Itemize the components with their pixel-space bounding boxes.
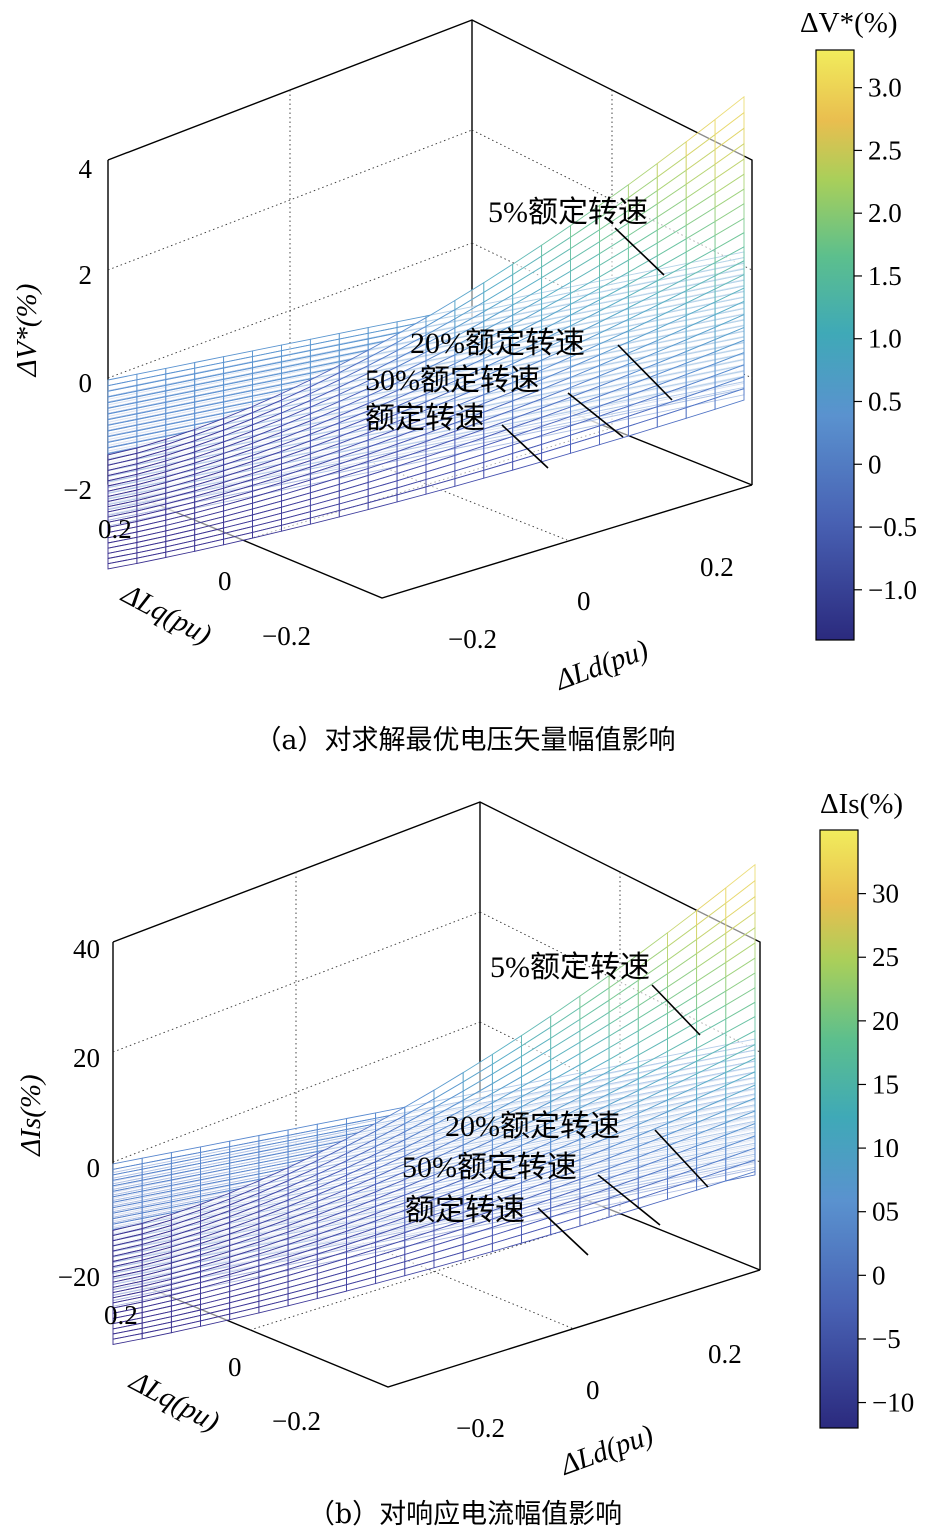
colorbar-tick-label: 1.5 <box>868 261 902 291</box>
x-tick: −0.2 <box>448 624 497 654</box>
label-rated: 额定转速 <box>405 1194 525 1227</box>
leader-5pct <box>614 227 665 276</box>
colorbar-tick-label: 1.0 <box>868 324 902 354</box>
colorbar: ΔV*(%) 3.0 2.5 2.0 1.5 1.0 0.5 0 −0.5 −1.0 <box>800 7 917 641</box>
colorbar-tick-label: 25 <box>872 942 899 972</box>
colorbar-tick-label: −1.0 <box>868 575 917 605</box>
colorbar-tick-label: 2.0 <box>868 198 902 228</box>
colorbar-tick-label: 0 <box>868 449 882 479</box>
y-tick: 0.2 <box>104 1300 138 1330</box>
z-tick: 20 <box>73 1043 100 1073</box>
leader-rated <box>501 424 549 469</box>
x-tick: 0 <box>577 586 591 616</box>
colorbar-tick-label: 10 <box>872 1133 899 1163</box>
y-axis-label: ΔLq(pu) <box>116 577 217 651</box>
label-20pct: 20%额定转速 <box>410 327 585 360</box>
x-tick: −0.2 <box>456 1413 505 1443</box>
surface-5pct <box>112 863 756 1345</box>
surfaces <box>107 95 745 570</box>
colorbar-tick-label: −5 <box>872 1324 901 1354</box>
annotations: 5%额定转速 20%额定转速 50%额定转速 额定转速 <box>402 951 709 1256</box>
x-tick: 0.2 <box>708 1339 742 1369</box>
panel-a-chart: 5%额定转速 20%额定转速 50%额定转速 额定转速 4 2 0 −2 0.2… <box>11 7 917 697</box>
leader-50pct <box>567 392 624 438</box>
z-tick: −2 <box>63 475 92 505</box>
x-tick: 0.2 <box>700 552 734 582</box>
colorbar-label: ΔIs(%) <box>820 788 903 820</box>
z-axis-label: ΔV*(%) <box>11 284 43 378</box>
colorbar-tick-label: 05 <box>872 1197 899 1227</box>
colorbar-tick-label: 2.5 <box>868 135 902 165</box>
z-tick: 2 <box>79 260 93 290</box>
colorbar-tick-label: 20 <box>872 1006 899 1036</box>
surface-5pct <box>107 95 745 570</box>
colorbar-tick-label: 30 <box>872 879 899 909</box>
x-tick: 0 <box>586 1375 600 1405</box>
annotations: 5%额定转速 20%额定转速 50%额定转速 额定转速 <box>365 196 673 469</box>
leader-5pct <box>651 984 701 1036</box>
label-5pct: 5%额定转速 <box>490 951 650 984</box>
panel-b-chart: 5%额定转速 20%额定转速 50%额定转速 额定转速 40 20 0 −20 … <box>15 788 914 1482</box>
colorbar-tick-label: 15 <box>872 1069 899 1099</box>
leader-rated <box>537 1207 589 1256</box>
colorbar-tick-label: 3.0 <box>868 73 902 103</box>
label-5pct: 5%额定转速 <box>488 196 648 229</box>
y-tick: −0.2 <box>262 621 311 651</box>
z-tick: 40 <box>73 934 100 964</box>
colorbar-tick-label: 0.5 <box>868 386 902 416</box>
y-tick: 0 <box>228 1352 242 1382</box>
label-20pct: 20%额定转速 <box>445 1110 620 1143</box>
z-tick: −20 <box>58 1262 100 1292</box>
y-tick: 0 <box>218 566 232 596</box>
caption-b: （b）对响应电流幅值影响 <box>307 1499 623 1530</box>
y-tick: −0.2 <box>272 1406 321 1436</box>
x-axis-label: ΔLd(pu) <box>551 634 653 697</box>
x-axis-label: ΔLd(pu) <box>556 1419 658 1482</box>
leader-20pct <box>617 344 673 401</box>
z-axis-label: ΔIs(%) <box>15 1074 47 1156</box>
colorbar-tick-label: 0 <box>872 1260 886 1290</box>
colorbar-tick-label: −0.5 <box>868 512 917 542</box>
label-rated: 额定转速 <box>365 402 485 435</box>
colorbar-tick-label: −10 <box>872 1388 914 1418</box>
y-axis-label: ΔLq(pu) <box>124 1364 225 1438</box>
z-tick: 0 <box>87 1153 101 1183</box>
z-tick: 0 <box>79 368 93 398</box>
leader-50pct <box>597 1174 661 1226</box>
colorbar: ΔIs(%) 30 25 20 15 10 05 0 −5 −10 <box>819 788 914 1429</box>
y-tick: 0.2 <box>98 514 132 544</box>
caption-a: （a）对求解最优电压矢量幅值影响 <box>254 725 676 756</box>
leader-20pct <box>654 1129 709 1188</box>
z-tick: 4 <box>79 154 93 184</box>
label-50pct: 50%额定转速 <box>402 1151 577 1184</box>
surfaces <box>112 863 756 1345</box>
colorbar-label: ΔV*(%) <box>800 7 898 39</box>
label-50pct: 50%额定转速 <box>365 364 540 397</box>
